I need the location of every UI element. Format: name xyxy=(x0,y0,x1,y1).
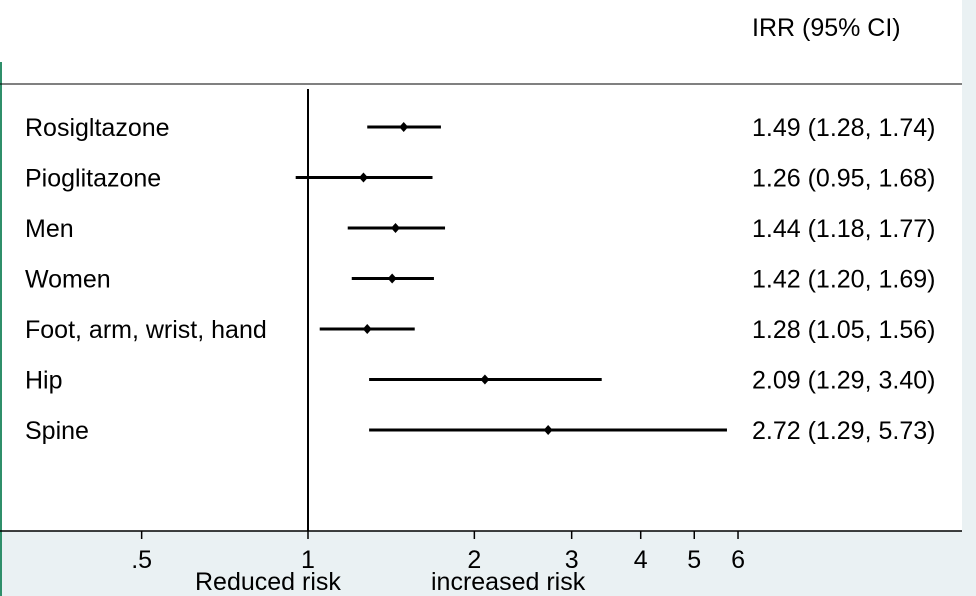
ci-value-text: 1.28 (1.05, 1.56) xyxy=(752,316,935,344)
ci-value-text: 1.49 (1.28, 1.74) xyxy=(752,114,935,142)
x-tick-label: 1 xyxy=(301,546,315,574)
row-label: Spine xyxy=(25,417,89,445)
right-margin-band xyxy=(962,0,976,596)
row-label: Men xyxy=(25,215,74,243)
point-estimate-marker xyxy=(399,122,409,132)
x-tick-label: 2 xyxy=(467,546,481,574)
point-estimate-marker xyxy=(387,273,397,284)
row-label: Pioglitazone xyxy=(25,165,161,193)
x-axis-ticks: .5 1 2 3 4 5 6 xyxy=(131,531,745,574)
point-estimate-marker xyxy=(358,172,368,183)
forest-row: Pioglitazone 1.26 (0.95, 1.68) xyxy=(25,165,935,193)
x-tick-label: 5 xyxy=(687,546,701,574)
left-accent-line xyxy=(0,62,2,596)
row-label: Foot, arm, wrist, hand xyxy=(25,316,267,344)
x-tick-label: 4 xyxy=(634,546,648,574)
x-tick-label: 6 xyxy=(731,546,745,574)
row-label: Hip xyxy=(25,367,63,395)
point-estimate-marker xyxy=(362,324,372,334)
axis-band xyxy=(0,531,976,596)
forest-row: Rosigltazone 1.49 (1.28, 1.74) xyxy=(25,114,935,142)
forest-row: Men 1.44 (1.18, 1.77) xyxy=(25,215,935,243)
rows-layer: Rosigltazone 1.49 (1.28, 1.74) Pioglitazon… xyxy=(25,114,935,445)
ci-value-text: 2.09 (1.29, 3.40) xyxy=(752,367,935,395)
x-tick-label: 3 xyxy=(565,546,579,574)
ci-value-text: 1.26 (0.95, 1.68) xyxy=(752,165,935,193)
point-estimate-marker xyxy=(480,374,490,385)
ci-value-text: 1.42 (1.20, 1.69) xyxy=(752,266,935,294)
ci-value-text: 2.72 (1.29, 5.73) xyxy=(752,417,935,445)
row-label: Rosigltazone xyxy=(25,114,170,142)
column-header: IRR (95% CI) xyxy=(752,14,901,42)
forest-row: Hip 2.09 (1.29, 3.40) xyxy=(25,367,935,395)
forest-row: Women 1.42 (1.20, 1.69) xyxy=(25,266,935,294)
forest-row: Foot, arm, wrist, hand 1.28 (1.05, 1.56) xyxy=(25,316,935,344)
row-label: Women xyxy=(25,266,111,294)
x-annotation-reduced-risk: Reduced risk xyxy=(195,568,341,596)
ci-value-text: 1.44 (1.18, 1.77) xyxy=(752,215,935,243)
forest-row: Spine 2.72 (1.29, 5.73) xyxy=(25,417,935,445)
point-estimate-marker xyxy=(543,425,553,435)
point-estimate-marker xyxy=(391,223,401,233)
x-tick-label: .5 xyxy=(131,546,152,574)
x-annotation-increased-risk: increased risk xyxy=(431,568,586,596)
